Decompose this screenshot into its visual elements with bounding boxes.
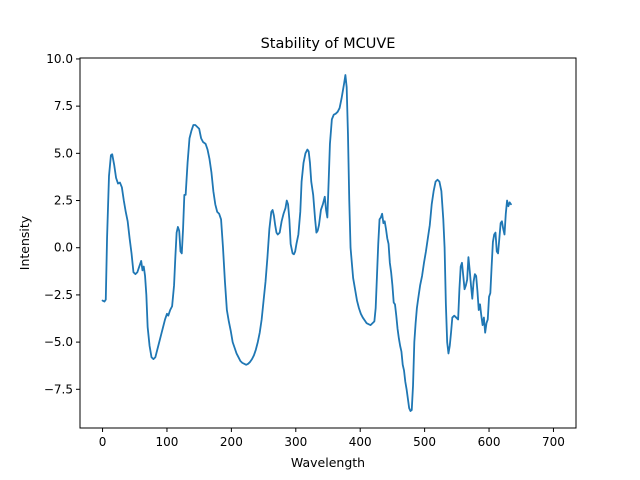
plot-frame [79, 57, 577, 429]
x-tick-label: 100 [156, 435, 179, 449]
x-tick-label: 400 [349, 435, 372, 449]
y-tick-label: −2.5 [44, 288, 73, 302]
x-tick-label: 0 [99, 435, 107, 449]
y-tick-label: 5.0 [54, 146, 73, 160]
y-tick-label: 2.5 [54, 194, 73, 208]
y-tick-label: −5.0 [44, 335, 73, 349]
x-tick-label: 300 [284, 435, 307, 449]
chart-title: Stability of MCUVE [261, 36, 396, 52]
y-tick-label: 10.0 [46, 52, 73, 66]
x-tick-label: 500 [413, 435, 436, 449]
x-tick-label: 700 [542, 435, 565, 449]
y-axis-ticks: −7.5 −5.0 −2.5 0.0 2.5 5.0 7.5 10.0 [44, 52, 80, 396]
x-tick-label: 200 [220, 435, 243, 449]
y-tick-label: −7.5 [44, 382, 73, 396]
y-axis-label: Intensity [17, 215, 32, 270]
y-tick-label: 0.0 [54, 241, 73, 255]
x-tick-label: 600 [478, 435, 501, 449]
series-line [101, 74, 512, 412]
x-axis-ticks: 0 100 200 300 400 500 600 700 [99, 428, 565, 449]
y-tick-label: 7.5 [54, 99, 73, 113]
plot-area [101, 74, 512, 412]
x-axis-label: Wavelength [291, 455, 365, 470]
